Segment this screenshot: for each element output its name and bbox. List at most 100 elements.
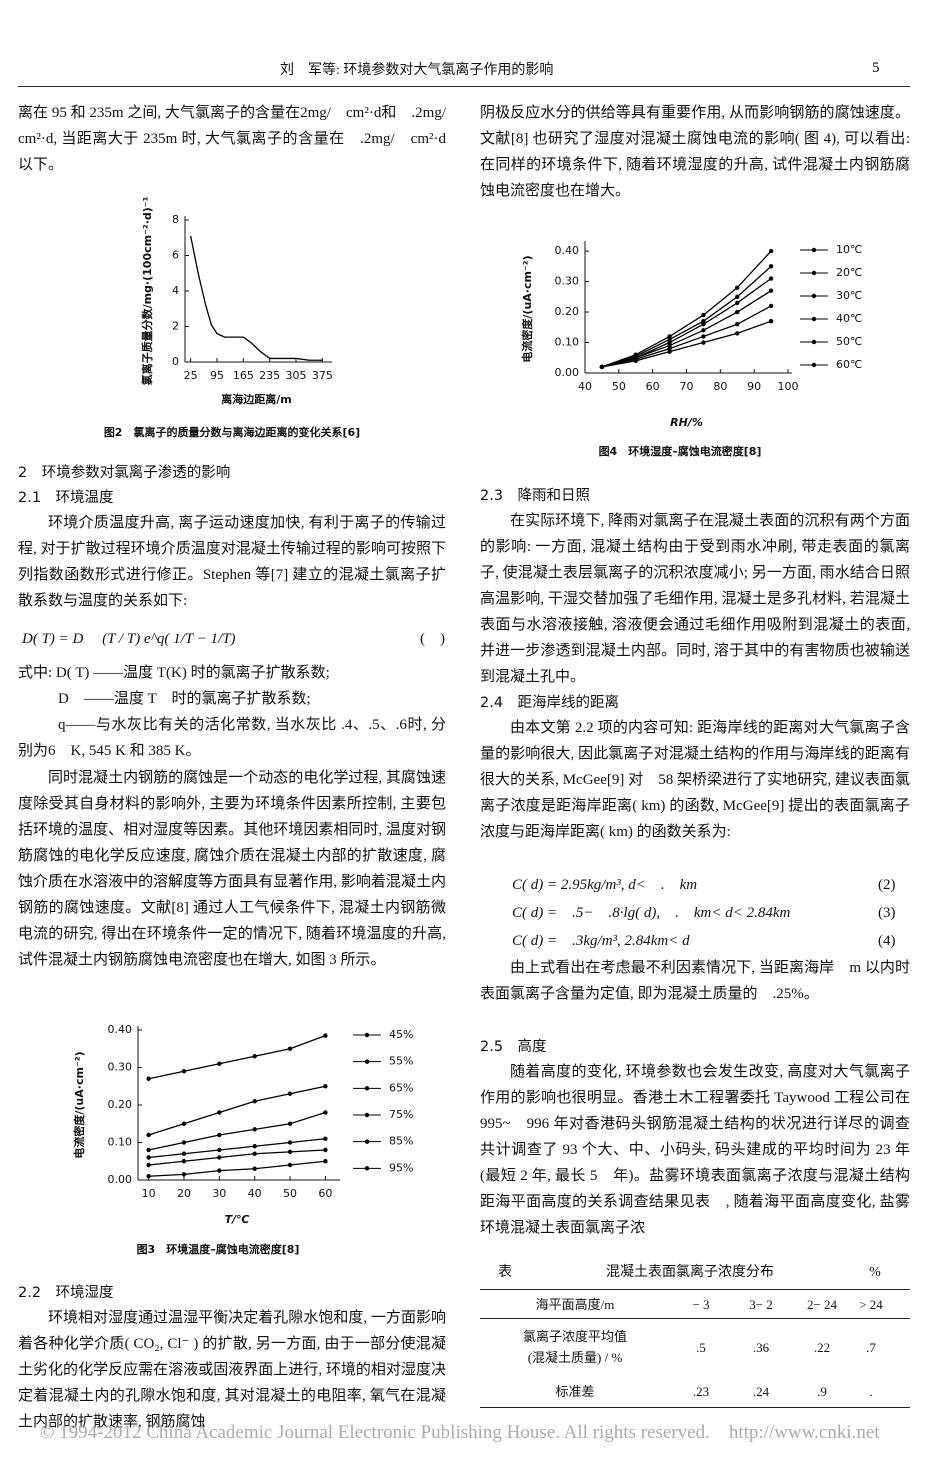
paragraph: 环境相对湿度通过温湿平衡决定着孔隙水饱和度, 一方面影响着各种化学介质( CO₂… xyxy=(18,1310,446,1430)
legend-label: 60℃ xyxy=(836,358,862,371)
equation-number: (3) xyxy=(878,905,896,921)
line xyxy=(148,1149,326,1166)
marker xyxy=(146,1147,151,1153)
paragraph: 随着高度的变化, 环境参数也会发生改变, 高度对大气氯离子作用的影响也很明显。香… xyxy=(480,1064,926,1236)
table-cell: .5 xyxy=(696,1340,706,1355)
line xyxy=(601,277,772,368)
marker xyxy=(633,358,638,364)
marker xyxy=(181,1140,187,1145)
y-tick-label: 0.10 xyxy=(108,1136,133,1149)
legend-label: 45% xyxy=(389,1028,413,1041)
table-header: > 24 xyxy=(859,1297,883,1312)
y-axis-label: 氯离子质量分数/mg·(100cm⁻²·d)⁻¹ xyxy=(140,196,154,385)
table-cell: .24 xyxy=(752,1384,770,1399)
marker xyxy=(252,1151,257,1156)
marker xyxy=(735,285,740,290)
marker xyxy=(323,1159,328,1164)
legend-label: 10℃ xyxy=(836,243,862,256)
marker xyxy=(667,343,672,348)
y-tick-label: 6 xyxy=(172,249,179,262)
x-tick-label: 30 xyxy=(212,1187,226,1200)
marker xyxy=(217,1132,222,1138)
table-cell: 标准差 xyxy=(555,1384,595,1399)
table-cell: . xyxy=(869,1384,873,1399)
x-tick-label: 70 xyxy=(680,380,694,393)
figure: 0 2 4 6 8 25 95 165 235 305 375 离海边距离/m 氯离子质量分数/mg·(… xyxy=(140,196,333,406)
paragraph: 由上式看出在考虑最不利因素情况下, 当距离海岸 m 以内时表面氯离子含量为定值,… xyxy=(480,960,910,1002)
y-tick-label: 0.40 xyxy=(108,1023,133,1036)
y-tick-label: 0.20 xyxy=(555,305,580,318)
table-rule xyxy=(480,1318,910,1319)
line xyxy=(601,320,772,368)
marker xyxy=(217,1147,222,1153)
y-tick-label: 0.30 xyxy=(108,1061,133,1074)
y-axis-label: 电流密度/(uA·cm⁻²) xyxy=(520,255,534,362)
marker xyxy=(287,1149,293,1155)
line xyxy=(148,1138,326,1159)
marker xyxy=(146,1076,151,1081)
table-header: 海平面高度/m xyxy=(535,1297,615,1312)
marker xyxy=(181,1069,187,1074)
marker xyxy=(252,1166,257,1171)
equation-number: ( ) xyxy=(420,631,445,647)
footer-watermark: © 1994-2012 China Academic Journal Elect… xyxy=(40,1422,880,1443)
marker xyxy=(181,1151,187,1156)
y-tick-label: 0.30 xyxy=(555,275,580,288)
marker xyxy=(768,303,774,309)
marker xyxy=(217,1168,222,1173)
line xyxy=(601,305,772,368)
marker xyxy=(735,300,740,306)
marker xyxy=(146,1155,151,1160)
line xyxy=(148,1160,326,1177)
x-axis-label: 离海边距离/m xyxy=(221,392,291,406)
line xyxy=(601,290,772,368)
table-rule xyxy=(480,1289,910,1290)
marker xyxy=(217,1155,222,1160)
marker xyxy=(287,1162,293,1168)
y-tick-label: 0.10 xyxy=(555,336,580,349)
marker xyxy=(735,294,740,300)
marker xyxy=(217,1110,222,1115)
table-cell: .9 xyxy=(817,1384,827,1399)
paragraph: D ——温度 T 时的氯离子扩散系数; xyxy=(58,691,311,707)
x-tick-label: 40 xyxy=(578,380,592,393)
legend-label: 50℃ xyxy=(836,335,862,348)
marker xyxy=(667,346,672,351)
legend-label: 55% xyxy=(389,1055,413,1068)
line xyxy=(148,1035,326,1080)
y-tick-label: 0.40 xyxy=(555,244,580,257)
x-tick-label: 40 xyxy=(248,1187,262,1200)
x-tick-label: 375 xyxy=(312,369,333,382)
legend-marker xyxy=(364,1086,370,1091)
running-title: 刘 军等: 环境参数对大气氯离子作用的影响 xyxy=(280,63,554,78)
equation: C( d) = .5− .8·lg( d), . km< d< 2.84km xyxy=(512,905,791,921)
caption: 图4 环境湿度–腐蚀电流密度[8] xyxy=(598,445,762,458)
x-tick-label: 80 xyxy=(713,380,727,393)
marker xyxy=(252,1127,257,1132)
x-tick-label: 100 xyxy=(778,380,799,393)
marker xyxy=(287,1046,293,1051)
legend-marker xyxy=(811,316,817,322)
x-tick-label: 20 xyxy=(177,1187,191,1200)
x-tick-label: 25 xyxy=(184,369,198,382)
table-header: 3− 2 xyxy=(749,1297,773,1312)
marker xyxy=(287,1091,293,1096)
line xyxy=(148,1085,326,1136)
subsection-heading: 2.2 环境湿度 xyxy=(18,1285,114,1301)
marker xyxy=(252,1054,257,1059)
paragraph: q——与水灰比有关的活化常数, 当水灰比 .4、.5、.6时, 分别为6 K, … xyxy=(18,717,446,759)
paragraph: 由本文第 2.2 项的内容可知: 距海岸线的距离对大气氯离子含量的影响很大, 因… xyxy=(480,720,910,840)
y-tick-label: 0 xyxy=(172,355,179,368)
x-tick-label: 305 xyxy=(286,369,307,382)
legend-label: 65% xyxy=(389,1081,413,1094)
line xyxy=(601,250,772,368)
legend-label: 20℃ xyxy=(836,266,862,279)
table-rule xyxy=(480,1407,910,1408)
subsection-heading: 2.3 降雨和日照 xyxy=(480,488,591,504)
marker xyxy=(735,322,740,327)
table-cell: .36 xyxy=(752,1340,770,1355)
legend-marker xyxy=(811,293,817,299)
legend-marker xyxy=(811,270,817,276)
marker xyxy=(667,337,672,342)
table-cell: .23 xyxy=(692,1384,710,1399)
